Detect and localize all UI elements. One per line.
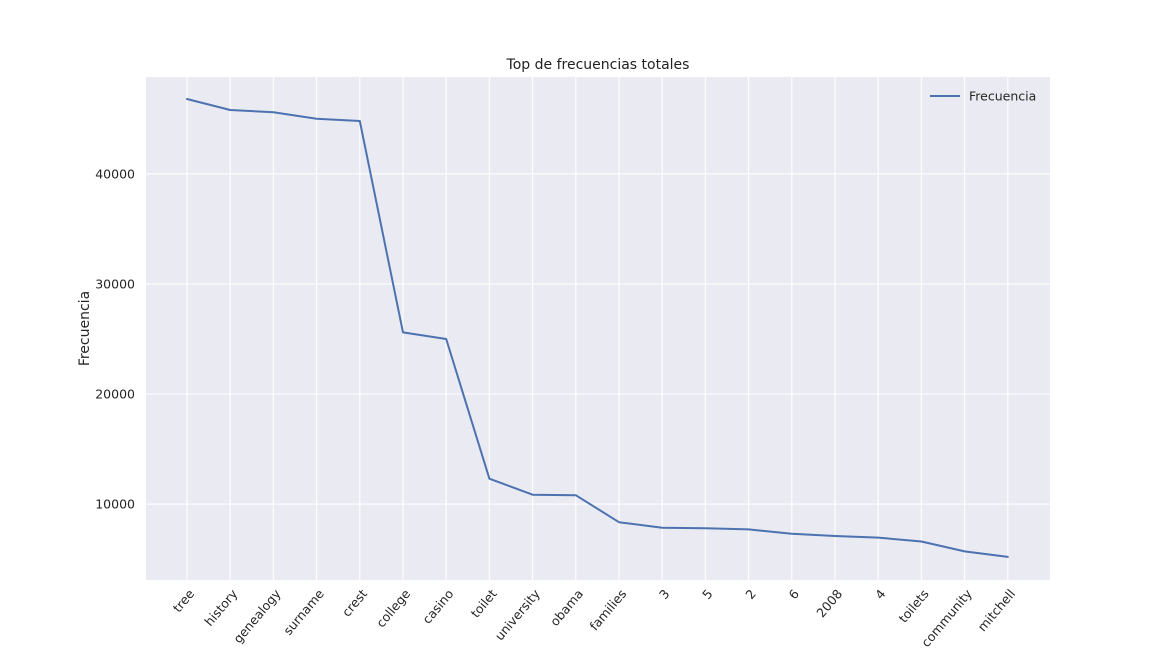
y-tick-label: 10000 <box>95 497 135 512</box>
x-tick-label: casino <box>419 586 456 626</box>
x-tick-label: 5 <box>699 586 716 602</box>
y-axis-label: Frecuencia <box>77 291 93 366</box>
y-tick-label: 30000 <box>95 276 135 291</box>
x-tick-label: history <box>201 586 241 629</box>
grid-lines <box>146 77 1050 580</box>
x-tick-label: families <box>586 586 629 633</box>
x-tick-label: 4 <box>872 586 889 602</box>
x-tick-label: crest <box>339 586 370 619</box>
x-tick-label: college <box>373 586 413 630</box>
series-line-frecuencia <box>186 98 1009 558</box>
x-tick-label: tree <box>170 586 198 615</box>
x-tick-label: toilet <box>468 586 500 620</box>
x-tick-label: 6 <box>785 586 802 602</box>
x-tick-label: 2 <box>742 586 759 602</box>
x-tick-label: obama <box>547 586 586 629</box>
x-tick-label: toilets <box>895 586 931 625</box>
legend-label-frecuencia: Frecuencia <box>969 89 1036 104</box>
legend: Frecuencia <box>930 89 1036 104</box>
x-tick-label: university <box>492 586 544 643</box>
plot-area <box>146 77 1050 580</box>
x-tick-label: 2008 <box>813 586 845 620</box>
chart-title: Top de frecuencias totales <box>506 57 690 73</box>
y-tick-label: 40000 <box>95 166 135 181</box>
x-tick-label: surname <box>280 586 327 638</box>
series-layer <box>186 98 1009 558</box>
x-tick-label: mitchell <box>974 586 1018 634</box>
y-tick-label: 20000 <box>95 386 135 401</box>
x-tick-label: 3 <box>656 586 673 602</box>
y-tick-labels: 10000 20000 30000 40000 <box>95 166 135 511</box>
